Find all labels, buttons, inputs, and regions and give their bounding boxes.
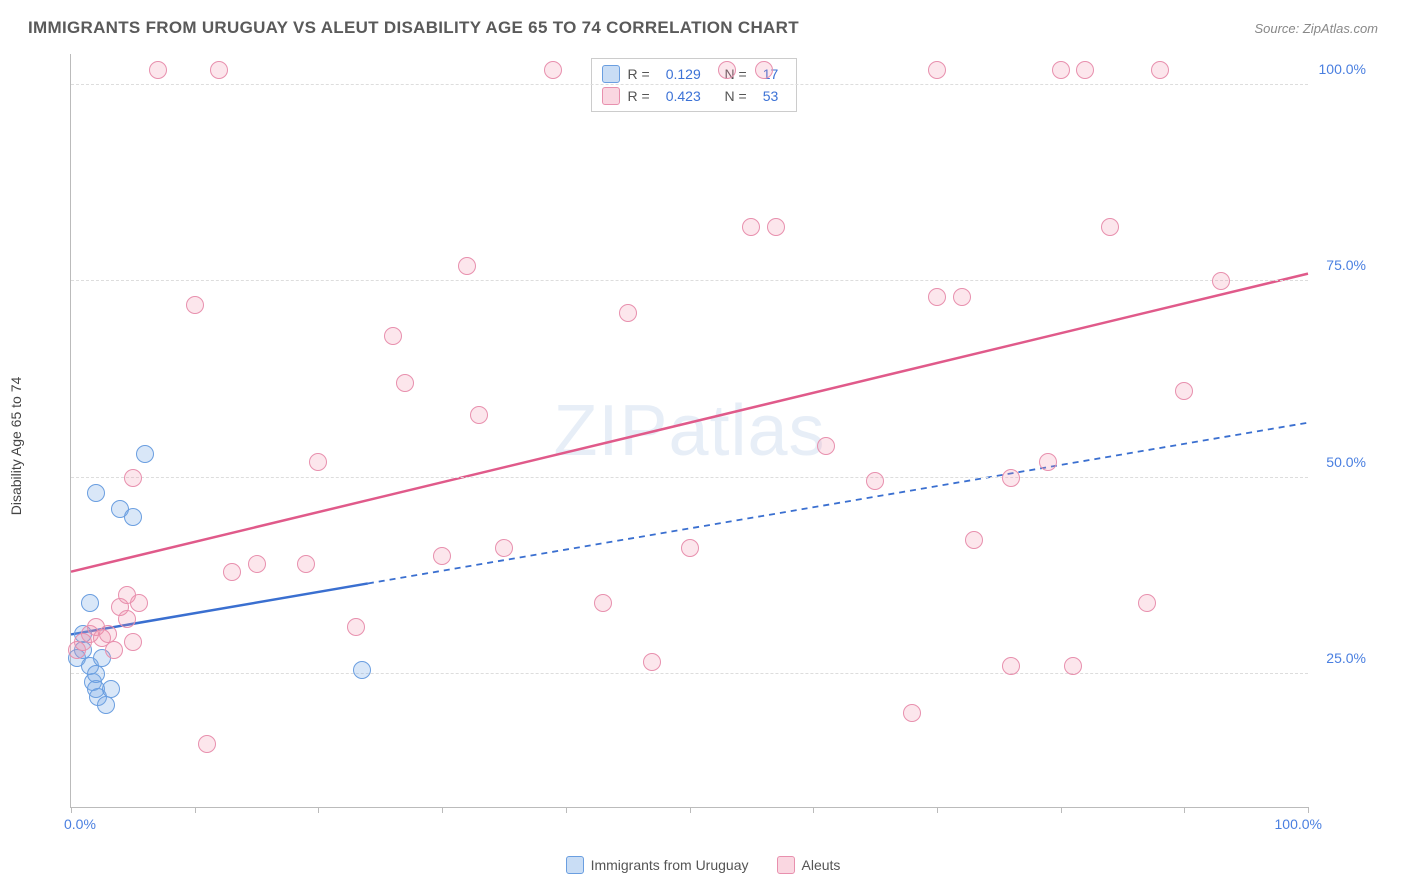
data-point-aleuts	[105, 641, 123, 659]
data-point-aleuts	[718, 61, 736, 79]
data-point-aleuts	[198, 735, 216, 753]
data-point-aleuts	[223, 563, 241, 581]
data-point-aleuts	[755, 61, 773, 79]
data-point-aleuts	[928, 61, 946, 79]
data-point-aleuts	[347, 618, 365, 636]
data-point-aleuts	[124, 633, 142, 651]
data-point-aleuts	[149, 61, 167, 79]
data-point-aleuts	[384, 327, 402, 345]
gridline	[71, 477, 1308, 478]
x-axis: 0.0% 100.0%	[70, 808, 1308, 838]
data-point-uruguay	[353, 661, 371, 679]
swatch-icon	[602, 65, 620, 83]
watermark: ZIPatlas	[553, 390, 825, 472]
plot-area: ZIPatlas R = 0.129 N = 17R = 0.423 N = 5…	[70, 54, 1308, 808]
gridline	[71, 280, 1308, 281]
data-point-aleuts	[742, 218, 760, 236]
data-point-aleuts	[186, 296, 204, 314]
data-point-aleuts	[248, 555, 266, 573]
swatch-icon	[566, 856, 584, 874]
y-axis-label: Disability Age 65 to 74	[8, 377, 24, 516]
data-point-uruguay	[87, 484, 105, 502]
data-point-aleuts	[965, 531, 983, 549]
trend-lines	[71, 54, 1308, 807]
data-point-aleuts	[594, 594, 612, 612]
chart-area: Disability Age 65 to 74 ZIPatlas R = 0.1…	[28, 54, 1378, 838]
data-point-aleuts	[1175, 382, 1193, 400]
data-point-aleuts	[817, 437, 835, 455]
legend-label: Immigrants from Uruguay	[591, 857, 749, 873]
data-point-aleuts	[470, 406, 488, 424]
data-point-aleuts	[130, 594, 148, 612]
data-point-aleuts	[1064, 657, 1082, 675]
x-tick	[1308, 807, 1309, 813]
data-point-aleuts	[953, 288, 971, 306]
data-point-aleuts	[681, 539, 699, 557]
data-point-aleuts	[124, 469, 142, 487]
data-point-aleuts	[458, 257, 476, 275]
chart-source: Source: ZipAtlas.com	[1254, 21, 1378, 36]
swatch-icon	[602, 87, 620, 105]
x-max-label: 100.0%	[1275, 816, 1322, 832]
data-point-aleuts	[396, 374, 414, 392]
data-point-aleuts	[1076, 61, 1094, 79]
data-point-aleuts	[1052, 61, 1070, 79]
data-point-aleuts	[495, 539, 513, 557]
data-point-aleuts	[643, 653, 661, 671]
data-point-aleuts	[767, 218, 785, 236]
y-tick-label: 50.0%	[1326, 454, 1366, 470]
bottom-legend: Immigrants from Uruguay Aleuts	[0, 856, 1406, 874]
gridline	[71, 84, 1308, 85]
y-tick-label: 25.0%	[1326, 650, 1366, 666]
data-point-aleuts	[210, 61, 228, 79]
swatch-icon	[777, 856, 795, 874]
data-point-aleuts	[866, 472, 884, 490]
data-point-aleuts	[903, 704, 921, 722]
data-point-aleuts	[928, 288, 946, 306]
data-point-aleuts	[1138, 594, 1156, 612]
data-point-uruguay	[136, 445, 154, 463]
data-point-aleuts	[544, 61, 562, 79]
chart-title: IMMIGRANTS FROM URUGUAY VS ALEUT DISABIL…	[28, 18, 799, 38]
gridline	[71, 673, 1308, 674]
data-point-aleuts	[1101, 218, 1119, 236]
data-point-aleuts	[433, 547, 451, 565]
data-point-aleuts	[1002, 469, 1020, 487]
data-point-aleuts	[118, 610, 136, 628]
data-point-uruguay	[81, 594, 99, 612]
data-point-aleuts	[297, 555, 315, 573]
data-point-uruguay	[97, 696, 115, 714]
y-tick-label: 100.0%	[1319, 61, 1366, 77]
data-point-aleuts	[309, 453, 327, 471]
legend-label: Aleuts	[802, 857, 841, 873]
data-point-aleuts	[619, 304, 637, 322]
y-tick-label: 75.0%	[1326, 257, 1366, 273]
data-point-uruguay	[124, 508, 142, 526]
data-point-aleuts	[1002, 657, 1020, 675]
x-min-label: 0.0%	[64, 816, 96, 832]
data-point-aleuts	[1151, 61, 1169, 79]
legend-item-aleuts: Aleuts	[777, 856, 841, 874]
legend-item-uruguay: Immigrants from Uruguay	[566, 856, 749, 874]
data-point-uruguay	[87, 665, 105, 683]
stats-row-aleuts: R = 0.423 N = 53	[602, 85, 787, 107]
data-point-aleuts	[1212, 272, 1230, 290]
data-point-aleuts	[1039, 453, 1057, 471]
data-point-uruguay	[102, 680, 120, 698]
